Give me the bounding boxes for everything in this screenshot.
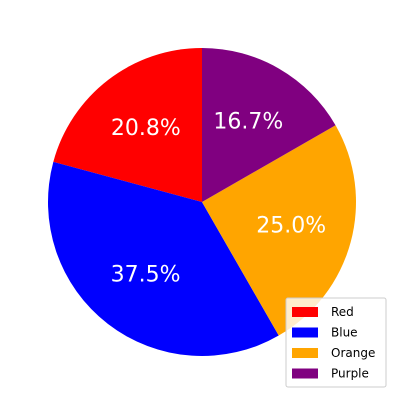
legend: Red Blue Orange Purple xyxy=(286,298,386,387)
legend-swatch-orange xyxy=(292,348,318,358)
legend-label-red: Red xyxy=(331,305,354,319)
percent-label-orange: 25.0% xyxy=(256,214,326,239)
legend-swatch-blue xyxy=(292,328,318,338)
percent-label-red: 20.8% xyxy=(111,116,181,141)
legend-label-orange: Orange xyxy=(331,346,375,360)
legend-swatch-red xyxy=(292,307,318,317)
legend-label-blue: Blue xyxy=(331,326,358,340)
percent-label-purple: 16.7% xyxy=(213,110,283,135)
legend-label-purple: Purple xyxy=(331,367,369,381)
legend-swatch-purple xyxy=(292,369,318,379)
percent-label-blue: 37.5% xyxy=(111,263,181,288)
